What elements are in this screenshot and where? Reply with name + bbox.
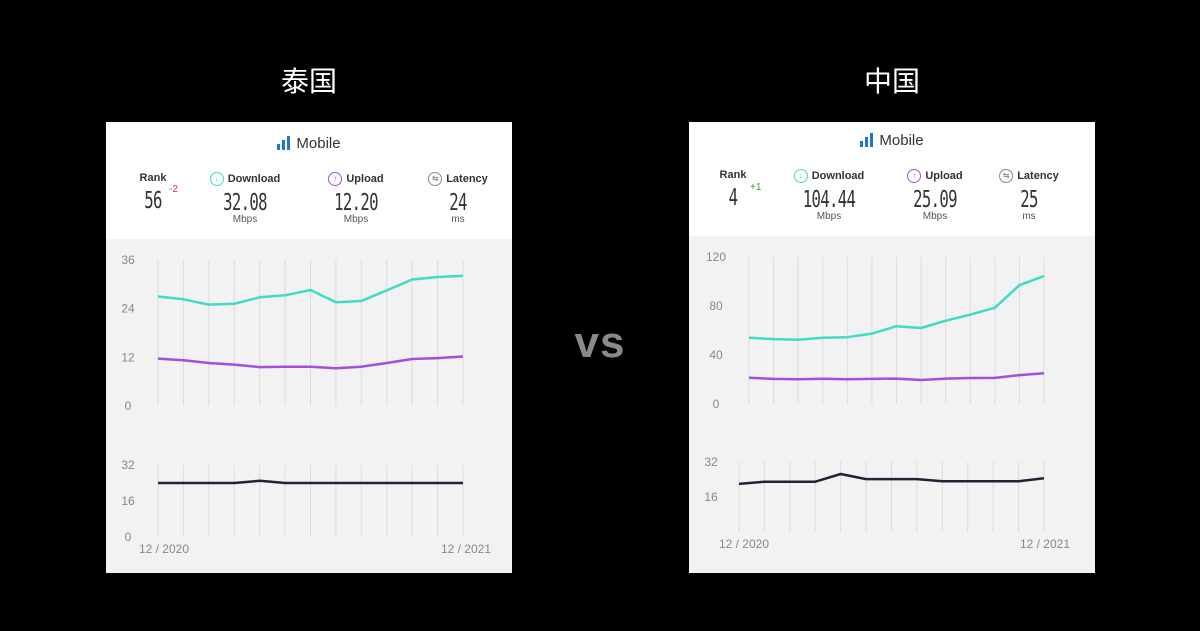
y-tick-label: 12 — [121, 350, 135, 364]
latency-stat: ⇆ Latency 25 ms — [989, 169, 1069, 222]
country-title-left: 泰国 — [280, 65, 337, 98]
latency-label: Latency — [1017, 170, 1059, 182]
y-tick-label: 16 — [121, 494, 135, 508]
y-tick-label: 24 — [121, 302, 135, 316]
latency-value: 25 — [1020, 187, 1038, 213]
y-tick-label: 32 — [704, 455, 718, 469]
upload-label: Upload — [346, 173, 384, 185]
download-series-line — [748, 274, 1045, 341]
y-tick-label: 16 — [704, 490, 718, 504]
rank-label: Rank — [719, 169, 747, 181]
signal-bars-icon — [277, 136, 291, 150]
rank-value: 4 — [728, 185, 738, 211]
upload-value: 25.09 — [913, 187, 957, 213]
download-arrow-icon: ↓ — [793, 169, 808, 183]
card-title: Mobile — [106, 135, 512, 152]
latency-stat: ⇆ Latency 24 ms — [418, 172, 498, 225]
upload-series-line — [748, 372, 1045, 382]
latency-value: 24 — [449, 190, 467, 216]
card-title: Mobile — [689, 132, 1095, 149]
y-tick-label: 40 — [709, 348, 723, 362]
y-tick-label: 0 — [125, 399, 132, 413]
latency-label: Latency — [446, 173, 488, 185]
download-value: 104.44 — [802, 187, 856, 213]
mobile-card-right: Mobile Rank 4 +1 ↓ Download 104.44 Mbps ↑… — [689, 122, 1095, 573]
y-tick-label: 0 — [125, 530, 132, 544]
download-arrow-icon: ↓ — [209, 172, 224, 186]
x-end-label: 12 / 2021 — [1020, 537, 1070, 551]
y-tick-label: 0 — [713, 397, 720, 411]
latency-swap-icon: ⇆ — [428, 172, 443, 186]
upload-unit: Mbps — [343, 214, 369, 225]
x-end-label: 12 / 2021 — [441, 542, 491, 556]
rank-stat: Rank 4 — [708, 169, 758, 210]
card-title-text: Mobile — [296, 135, 341, 152]
upload-arrow-icon: ↑ — [907, 169, 922, 183]
upload-series-line — [157, 355, 464, 370]
latency-series-line — [738, 472, 1045, 486]
y-tick-label: 32 — [121, 458, 135, 472]
stats-header: Mobile Rank 4 +1 ↓ Download 104.44 Mbps ↑… — [689, 122, 1095, 236]
upload-label: Upload — [925, 170, 963, 182]
upload-stat: ↑ Upload 12.20 Mbps — [316, 172, 396, 225]
download-unit: Mbps — [232, 214, 258, 225]
download-unit: Mbps — [816, 211, 842, 222]
upload-arrow-icon: ↑ — [328, 172, 343, 186]
rank-label: Rank — [139, 172, 167, 184]
stats-header: Mobile Rank 56 -2 ↓ Download 32.08 Mbps ↑… — [106, 122, 512, 239]
download-value: 32.08 — [223, 190, 267, 216]
x-start-label: 12 / 2020 — [139, 542, 189, 556]
speed-latency-chart-left: 12 / 2020 12 / 2021 0 12 24 36 0 16 32 — [121, 253, 491, 556]
rank-change: +1 — [750, 182, 762, 193]
upload-unit: Mbps — [922, 211, 948, 222]
latency-unit: ms — [451, 214, 465, 225]
rank-stat: Rank 56 — [128, 172, 178, 213]
download-stat: ↓ Download 32.08 Mbps — [202, 172, 288, 225]
rank-value: 56 — [144, 188, 162, 214]
download-label: Download — [227, 173, 281, 185]
country-title-right: 中国 — [863, 65, 920, 98]
mobile-card-left: Mobile Rank 56 -2 ↓ Download 32.08 Mbps ↑… — [106, 122, 512, 573]
rank-change: -2 — [169, 184, 178, 195]
download-series-line — [157, 274, 464, 306]
y-tick-label: 36 — [121, 253, 135, 267]
download-stat: ↓ Download 104.44 Mbps — [784, 169, 874, 222]
x-start-label: 12 / 2020 — [719, 537, 769, 551]
latency-series-line — [158, 479, 463, 485]
signal-bars-icon — [860, 133, 874, 147]
upload-stat: ↑ Upload 25.09 Mbps — [895, 169, 975, 222]
download-label: Download — [811, 170, 865, 182]
card-title-text: Mobile — [879, 132, 924, 149]
y-tick-label: 120 — [706, 250, 726, 264]
latency-swap-icon: ⇆ — [999, 169, 1014, 183]
y-tick-label: 80 — [709, 299, 723, 313]
vs-label: vs — [574, 318, 626, 367]
latency-unit: ms — [1022, 211, 1036, 222]
upload-value: 12.20 — [334, 190, 378, 216]
speed-latency-chart-right: 12 / 2020 12 / 2021 0 40 80 120 16 32 — [704, 250, 1070, 551]
